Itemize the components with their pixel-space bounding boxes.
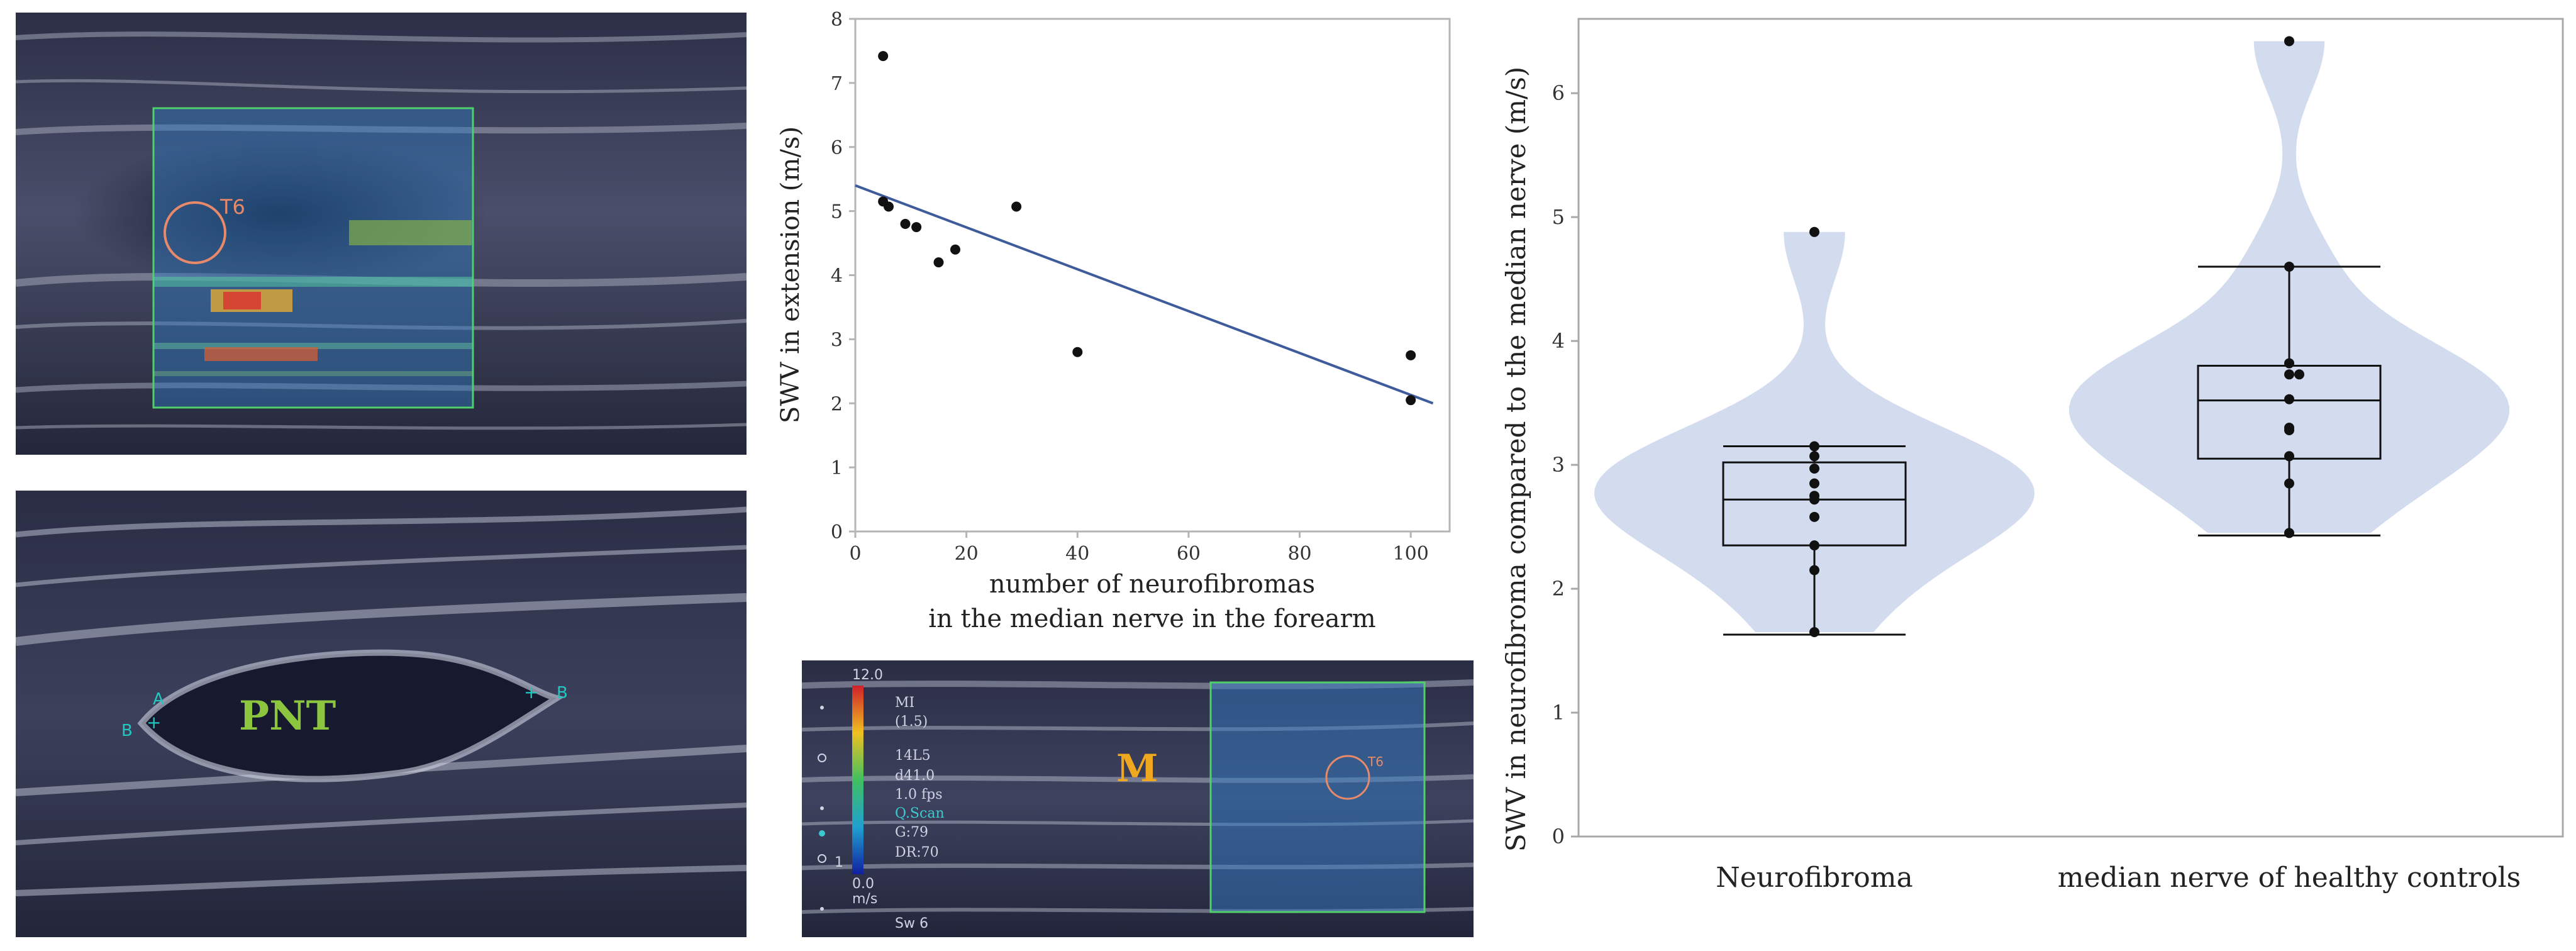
y-tick-label: 2	[1552, 577, 1565, 601]
caliper-plus-left: +	[147, 712, 161, 733]
y-tick-label: 2	[831, 393, 843, 415]
color-scale-bar	[852, 686, 863, 874]
scanner-parameters: MI (1.5) 14L5 d41.0 1.0 fps Q.Scan G:79 …	[895, 695, 945, 860]
scale-marker: 1	[835, 855, 843, 870]
x-axis-label-line2: in the median nerve in the forearm	[928, 604, 1375, 633]
data-point	[2284, 358, 2294, 369]
data-point	[878, 51, 889, 62]
param-4: 1.0 fps	[895, 787, 943, 803]
scale-top: 12.0	[852, 667, 883, 683]
data-point	[1809, 627, 1819, 637]
data-point	[1809, 494, 1819, 505]
data-point	[900, 219, 911, 229]
category-label-1: median nerve of healthy controls	[2058, 862, 2521, 894]
y-tick-label: 8	[831, 9, 843, 31]
tumor-outline	[137, 649, 565, 782]
ultrasound-image-top-left: T6	[16, 13, 747, 455]
violin-chart: 0 1 2 3 4 5 6 SWV in neurofibroma compared to …	[1501, 18, 2564, 894]
regression-line	[855, 184, 1434, 405]
data-point	[950, 244, 960, 255]
category-label-0: Neurofibroma	[1716, 862, 1913, 894]
y-tick-label: 1	[1552, 701, 1565, 725]
data-point	[1809, 540, 1819, 551]
ultrasound-image-bottom-middle: 12.0 0.0 m/s MI (1.5) 14L5 d41.0 1.0 fps…	[802, 660, 1474, 937]
depth-markers	[818, 706, 826, 911]
data-point	[2294, 369, 2304, 380]
x-tick-label: 80	[1287, 543, 1311, 565]
param-5: Q.Scan	[895, 806, 945, 821]
data-point	[1809, 441, 1819, 452]
data-point	[2284, 394, 2294, 404]
data-point	[2284, 369, 2294, 380]
violin-shape	[1594, 231, 2035, 632]
param-1: (1.5)	[895, 714, 928, 730]
data-point	[1011, 201, 1022, 212]
y-tick-label: 1	[831, 457, 843, 479]
tumor-label: PNT	[239, 692, 336, 740]
data-point	[2284, 478, 2294, 489]
caliper-a: A	[153, 690, 164, 709]
data-point	[1072, 347, 1083, 357]
data-point	[2284, 261, 2294, 272]
data-point	[1809, 226, 1819, 237]
y-axis-label: SWV in extension (m/s)	[776, 126, 805, 423]
data-point	[883, 201, 894, 212]
data-point	[2284, 451, 2294, 462]
y-tick-label: 3	[1552, 453, 1565, 477]
x-tick-label: 20	[955, 543, 979, 565]
y-tick-label: 7	[831, 73, 843, 95]
param-2: 14L5	[895, 748, 931, 764]
param-0: MI	[895, 695, 914, 711]
y-tick-label: 6	[831, 137, 843, 159]
y-tick-label: 5	[1552, 205, 1565, 229]
param-3: d41.0	[895, 768, 935, 784]
measurement-circle	[1325, 755, 1370, 800]
data-point	[1809, 464, 1819, 474]
roi-label: T6	[1367, 754, 1384, 769]
scale-bottom: 0.0	[852, 876, 874, 892]
y-tick-label: 0	[1552, 825, 1565, 848]
measurement-circle	[164, 201, 226, 264]
data-point	[2284, 425, 2294, 435]
data-point	[933, 257, 944, 268]
y-tick-label: 4	[831, 265, 843, 287]
data-point	[2284, 528, 2294, 538]
y-tick-label: 6	[1552, 81, 1565, 105]
caliper-b-left: B	[121, 721, 133, 740]
x-tick-label: 0	[849, 543, 861, 565]
x-tick-label: 40	[1065, 543, 1089, 565]
data-point	[911, 222, 922, 233]
y-tick-label: 5	[831, 201, 843, 223]
data-point	[1406, 350, 1416, 360]
x-tick-label: 60	[1177, 543, 1201, 565]
footer-label: Sw 6	[895, 916, 928, 932]
elastography-roi-box	[1209, 681, 1426, 913]
y-axis-label: SWV in neurofibroma compared to the medi…	[1501, 67, 1531, 852]
y-tick-label: 4	[1552, 329, 1565, 353]
param-7: DR:70	[895, 845, 939, 860]
nerve-label: M	[1116, 747, 1158, 791]
ultrasound-image-bottom-left: PNT A B + + B	[16, 491, 747, 937]
data-point	[2284, 36, 2294, 47]
data-point	[1809, 511, 1819, 522]
param-6: G:79	[895, 825, 928, 840]
y-tick-label: 3	[831, 329, 843, 351]
x-tick-label: 100	[1393, 543, 1429, 565]
x-axis-label-line1: number of neurofibromas	[989, 570, 1315, 599]
data-point	[1809, 565, 1819, 576]
scale-unit: m/s	[852, 891, 877, 907]
data-point	[1809, 451, 1819, 462]
caliper-plus-right: +	[524, 682, 538, 703]
violin-chart-panel: 0 1 2 3 4 5 6 SWV in neurofibroma compared to …	[1491, 0, 2576, 951]
roi-label: T6	[219, 195, 245, 219]
scatter-chart-panel: 0 1 2 3 4 5 6 7 8 0 20 40 60 80 100 SWV in extension (…	[770, 0, 1468, 648]
caliper-b-right: B	[557, 684, 568, 703]
plot-frame	[854, 18, 1451, 533]
elastography-roi-box	[152, 107, 474, 409]
y-tick-label: 0	[831, 521, 843, 543]
data-point	[1809, 478, 1819, 489]
data-point	[1406, 395, 1416, 406]
